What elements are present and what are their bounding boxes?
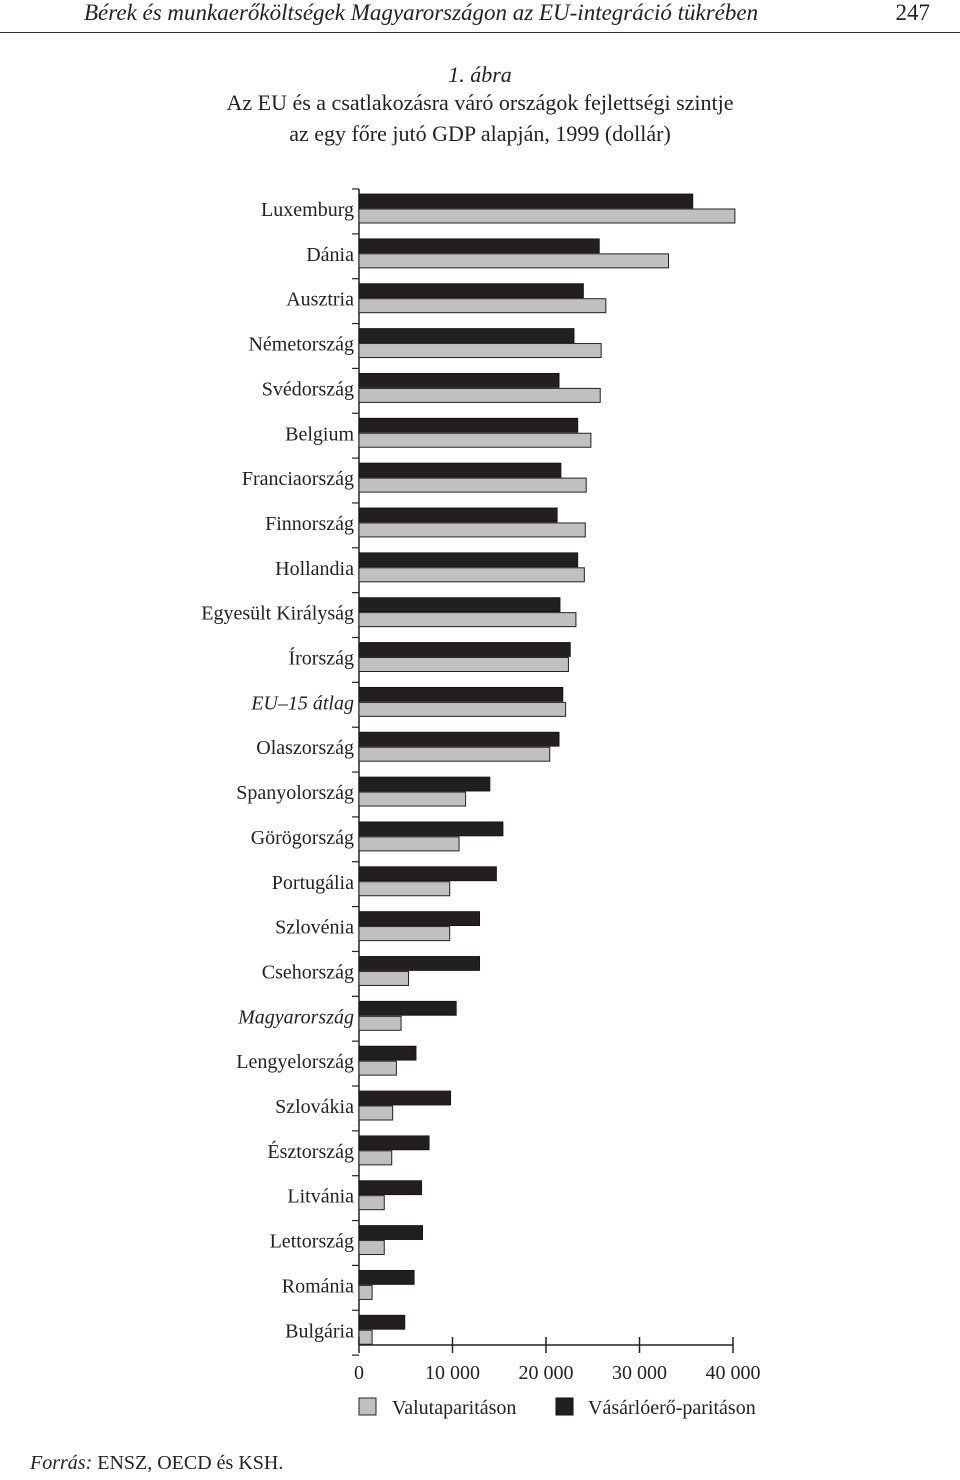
bar-exchange bbox=[358, 522, 586, 538]
bar-exchange bbox=[358, 612, 577, 628]
category-label: Írország bbox=[288, 647, 354, 670]
bar-ppp bbox=[358, 1270, 415, 1285]
page-number: 247 bbox=[895, 0, 931, 25]
bar-ppp bbox=[358, 1090, 452, 1106]
bar-exchange bbox=[358, 881, 451, 897]
category-label: Spanyolország bbox=[236, 782, 354, 804]
legend-label-ppp: Vásárlóerő-paritáson bbox=[588, 1397, 756, 1419]
bar-ppp bbox=[358, 238, 600, 254]
figure-title-line2: az egy főre jutó GDP alapján, 1999 (doll… bbox=[289, 121, 671, 146]
bar-ppp bbox=[358, 911, 481, 926]
x-tick-label: 0 bbox=[354, 1362, 364, 1384]
bar-ppp bbox=[358, 1314, 406, 1330]
category-label: Olaszország bbox=[256, 737, 354, 759]
running-title: Bérek és munkaerőköltségek Magyarországo… bbox=[84, 0, 759, 25]
bar-exchange bbox=[358, 387, 601, 403]
bar-exchange bbox=[358, 477, 587, 493]
bar-ppp bbox=[358, 193, 694, 209]
source-text: ENSZ, OECD és KSH. bbox=[97, 1452, 284, 1474]
running-header: Bérek és munkaerőköltségek Magyarországo… bbox=[0, 0, 960, 33]
bar-ppp bbox=[358, 1180, 423, 1196]
bar-exchange bbox=[358, 926, 451, 942]
source-label: Forrás: bbox=[30, 1452, 93, 1474]
category-label: Görögország bbox=[251, 827, 354, 849]
bar-ppp bbox=[358, 1225, 423, 1240]
category-label: Bulgária bbox=[285, 1320, 354, 1342]
category-label: Belgium bbox=[285, 423, 354, 445]
x-tick-label: 20 000 bbox=[519, 1362, 574, 1384]
bar-exchange bbox=[358, 791, 467, 807]
bar-exchange bbox=[358, 657, 569, 672]
bar-exchange bbox=[358, 701, 567, 717]
bar-exchange bbox=[358, 298, 607, 314]
bar-ppp bbox=[358, 866, 497, 882]
category-label: Ausztria bbox=[286, 289, 354, 311]
legend-swatch-ppp bbox=[555, 1397, 574, 1416]
category-label: Románia bbox=[282, 1275, 354, 1297]
bar-exchange bbox=[358, 1240, 385, 1256]
category-label: Szlovákia bbox=[275, 1096, 354, 1118]
bar-exchange bbox=[358, 1195, 385, 1211]
bar-ppp bbox=[358, 776, 491, 792]
bar-exchange bbox=[358, 1329, 373, 1345]
category-label: Dánia bbox=[306, 244, 354, 266]
category-label: Szlovénia bbox=[275, 917, 354, 939]
bar-ppp bbox=[358, 328, 575, 343]
category-label: Luxemburg bbox=[261, 199, 354, 221]
bar-exchange bbox=[358, 746, 551, 762]
bar-exchange bbox=[358, 567, 585, 583]
bar-ppp bbox=[358, 731, 560, 747]
gdp-bar-chart: Luxemburg Dánia Ausztria Németország Svédors… bbox=[201, 188, 761, 1419]
category-label: Hollandia bbox=[275, 558, 354, 580]
category-label: Litvánia bbox=[287, 1186, 354, 1208]
bar-ppp bbox=[358, 597, 561, 613]
category-label: Magyarország bbox=[237, 1006, 354, 1028]
bar-exchange bbox=[358, 432, 592, 448]
bar-ppp bbox=[358, 283, 584, 299]
figure-title-line1: Az EU és a csatlakozásra váró országok f… bbox=[226, 90, 734, 115]
bar-ppp bbox=[358, 821, 504, 837]
bar-exchange bbox=[358, 253, 669, 269]
bar-ppp bbox=[358, 417, 579, 433]
bar-ppp bbox=[358, 1000, 457, 1016]
x-tick-label: 10 000 bbox=[425, 1362, 480, 1384]
category-label: Lengyelország bbox=[236, 1051, 354, 1073]
legend-swatch-exchange bbox=[358, 1397, 377, 1416]
bar-ppp bbox=[358, 1045, 417, 1061]
bar-ppp bbox=[358, 372, 560, 388]
category-label: Csehország bbox=[262, 961, 354, 983]
bar-exchange bbox=[358, 1015, 402, 1031]
category-label: Portugália bbox=[272, 872, 354, 894]
category-label: EU–15 átlag bbox=[250, 692, 354, 714]
figure-number: 1. ábra bbox=[448, 62, 512, 87]
bar-exchange bbox=[358, 1150, 393, 1166]
bar-exchange bbox=[358, 208, 736, 224]
bar-exchange bbox=[358, 970, 410, 986]
category-label: Németország bbox=[248, 334, 354, 356]
bar-ppp bbox=[358, 462, 562, 478]
category-label: Franciaország bbox=[242, 468, 354, 490]
category-label: Lettország bbox=[270, 1231, 354, 1253]
category-label: Észtország bbox=[267, 1140, 354, 1163]
source-note: Forrás: ENSZ, OECD és KSH. bbox=[30, 1452, 283, 1475]
category-label: Svédország bbox=[262, 378, 354, 400]
bar-ppp bbox=[358, 642, 571, 657]
category-label: Egyesült Királyság bbox=[201, 603, 354, 625]
bar-ppp bbox=[358, 956, 481, 971]
bar-exchange bbox=[358, 1060, 397, 1076]
bar-ppp bbox=[358, 552, 579, 568]
category-label: Finnország bbox=[265, 513, 354, 535]
bar-exchange bbox=[358, 836, 460, 852]
legend-label-exchange: Valutaparitáson bbox=[392, 1397, 516, 1419]
x-tick-label: 40 000 bbox=[706, 1362, 761, 1384]
bar-ppp bbox=[358, 507, 558, 523]
x-tick-label: 30 000 bbox=[612, 1362, 667, 1384]
bar-ppp bbox=[358, 686, 564, 702]
bar-ppp bbox=[358, 1135, 430, 1151]
bar-exchange bbox=[358, 1105, 394, 1121]
bar-exchange bbox=[358, 1284, 373, 1300]
bar-exchange bbox=[358, 343, 602, 359]
